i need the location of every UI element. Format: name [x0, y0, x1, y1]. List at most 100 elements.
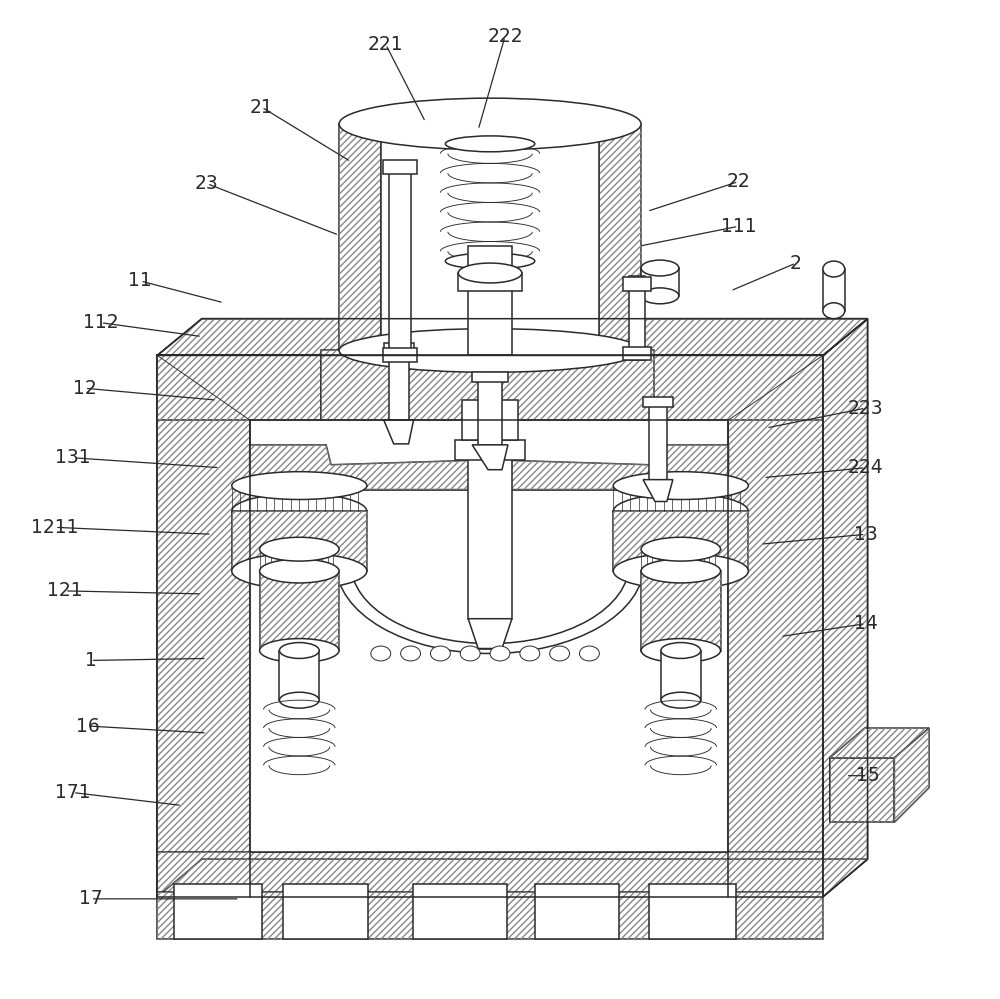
Ellipse shape: [232, 553, 367, 588]
Ellipse shape: [232, 472, 367, 500]
Text: 12: 12: [73, 379, 97, 398]
Polygon shape: [823, 319, 868, 897]
Ellipse shape: [613, 494, 748, 529]
Bar: [413, 884, 507, 939]
Polygon shape: [232, 511, 367, 571]
Text: 112: 112: [83, 313, 118, 332]
Polygon shape: [157, 852, 823, 897]
Ellipse shape: [823, 303, 845, 319]
Ellipse shape: [641, 638, 721, 662]
Polygon shape: [654, 356, 823, 420]
Polygon shape: [157, 356, 321, 420]
Ellipse shape: [490, 646, 510, 661]
Ellipse shape: [339, 98, 641, 150]
Polygon shape: [830, 758, 894, 822]
Bar: [649, 406, 667, 480]
Bar: [383, 160, 417, 174]
Polygon shape: [468, 618, 512, 648]
Polygon shape: [250, 445, 728, 490]
Bar: [389, 166, 411, 361]
Ellipse shape: [445, 136, 535, 152]
Polygon shape: [728, 356, 823, 897]
Bar: [830, 758, 894, 822]
Bar: [623, 277, 651, 291]
Text: 171: 171: [55, 783, 91, 802]
Polygon shape: [157, 319, 868, 356]
Text: 1: 1: [85, 651, 97, 670]
Ellipse shape: [661, 642, 701, 658]
Text: 121: 121: [47, 581, 83, 600]
Ellipse shape: [550, 646, 570, 661]
Ellipse shape: [579, 646, 599, 661]
Bar: [174, 884, 262, 939]
Ellipse shape: [641, 537, 721, 561]
Bar: [629, 276, 645, 361]
Ellipse shape: [460, 646, 480, 661]
Text: 21: 21: [250, 98, 273, 117]
Text: 23: 23: [195, 174, 219, 193]
Text: 224: 224: [848, 459, 883, 478]
Ellipse shape: [260, 537, 339, 561]
Bar: [649, 884, 736, 939]
Bar: [478, 381, 502, 445]
Bar: [389, 351, 409, 420]
Text: 2: 2: [790, 254, 802, 273]
Bar: [643, 398, 673, 408]
Ellipse shape: [661, 692, 701, 708]
Ellipse shape: [279, 642, 319, 658]
Text: 14: 14: [854, 614, 878, 633]
Polygon shape: [157, 892, 823, 939]
Bar: [535, 884, 619, 939]
Bar: [472, 373, 508, 383]
Bar: [458, 273, 522, 291]
Ellipse shape: [520, 646, 540, 661]
Polygon shape: [894, 728, 929, 822]
Bar: [823, 269, 845, 311]
Polygon shape: [321, 351, 654, 420]
Ellipse shape: [613, 472, 748, 500]
Ellipse shape: [613, 553, 748, 588]
Polygon shape: [472, 445, 508, 470]
Bar: [384, 343, 414, 353]
Ellipse shape: [260, 638, 339, 662]
Ellipse shape: [445, 253, 535, 269]
Polygon shape: [613, 511, 748, 571]
Polygon shape: [157, 859, 868, 897]
Bar: [623, 347, 651, 361]
Text: 17: 17: [79, 889, 103, 908]
Text: 111: 111: [721, 217, 756, 236]
Polygon shape: [643, 480, 673, 501]
Bar: [468, 246, 512, 356]
Polygon shape: [157, 356, 823, 420]
Ellipse shape: [641, 559, 721, 583]
Text: 131: 131: [55, 449, 91, 468]
Text: 22: 22: [727, 172, 750, 191]
Ellipse shape: [279, 692, 319, 708]
Ellipse shape: [371, 646, 391, 661]
Ellipse shape: [641, 288, 679, 304]
Polygon shape: [157, 356, 250, 897]
Polygon shape: [599, 124, 641, 351]
Bar: [641, 268, 679, 296]
Text: 1211: 1211: [31, 517, 79, 536]
Ellipse shape: [458, 263, 522, 283]
Ellipse shape: [401, 646, 421, 661]
Bar: [661, 650, 701, 700]
Polygon shape: [339, 124, 381, 351]
Text: 222: 222: [487, 27, 523, 46]
Bar: [455, 440, 525, 460]
Text: 11: 11: [128, 272, 152, 291]
Polygon shape: [260, 571, 339, 650]
Ellipse shape: [823, 261, 845, 277]
Ellipse shape: [232, 494, 367, 529]
Bar: [250, 356, 728, 420]
Ellipse shape: [260, 559, 339, 583]
Polygon shape: [641, 571, 721, 650]
Ellipse shape: [641, 260, 679, 276]
Polygon shape: [157, 319, 868, 356]
Ellipse shape: [339, 329, 641, 373]
Polygon shape: [157, 356, 321, 420]
Bar: [462, 401, 518, 440]
Bar: [468, 420, 512, 618]
Bar: [157, 356, 823, 897]
